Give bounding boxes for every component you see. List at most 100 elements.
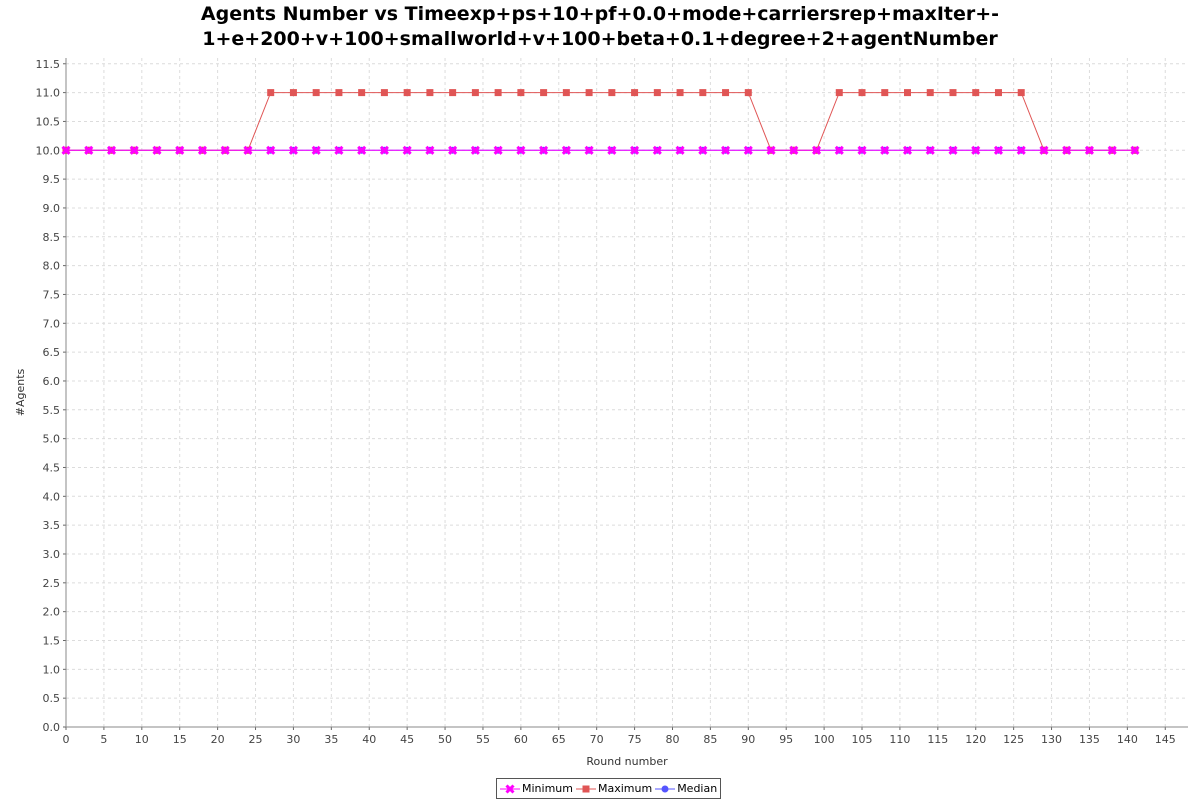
y-tick-label: 8.0 [43, 260, 61, 273]
x-tick-label: 20 [211, 733, 225, 746]
minimum-point [288, 145, 298, 155]
minimum-point [675, 145, 685, 155]
maximum-point [1017, 89, 1025, 97]
minimum-point [516, 145, 526, 155]
maximum-point [335, 89, 343, 97]
y-tick-label: 3.0 [43, 548, 61, 561]
maximum-point [562, 89, 570, 97]
maximum-point [312, 89, 320, 97]
minimum-point [311, 145, 321, 155]
maximum-point [699, 89, 707, 97]
minimum-point [470, 145, 480, 155]
axes: 0.0 0.5 1.0 1.5 2.0 2.5 3.0 3.5 4.0 4.5 5.0 5.5 6.0 6… [36, 58, 1188, 746]
minimum-point [493, 145, 503, 155]
minimum-point [811, 145, 822, 155]
plot-area [66, 58, 1188, 727]
y-tick-label: 6.5 [43, 346, 61, 359]
maximum-point [835, 89, 843, 97]
x-tick-label: 45 [400, 733, 414, 746]
y-tick-label: 8.5 [43, 231, 61, 244]
maximum-point [585, 89, 593, 97]
x-tick-label: 50 [438, 733, 452, 746]
minimum-point [834, 145, 844, 155]
x-tick-label: 25 [249, 733, 263, 746]
y-tick-label: 6.0 [43, 375, 61, 388]
x-tick-label: 125 [1003, 733, 1024, 746]
x-tick-label: 55 [476, 733, 490, 746]
y-tick-label: 3.5 [43, 519, 61, 532]
minimum-point [448, 145, 458, 155]
x-tick-label: 30 [286, 733, 300, 746]
minimum-point [1039, 145, 1049, 155]
maximum-point [972, 89, 980, 97]
minimum-point [402, 145, 412, 155]
x-tick-label: 130 [1041, 733, 1062, 746]
x-tick-label: 100 [814, 733, 835, 746]
y-tick-label: 1.5 [43, 634, 61, 647]
minimum-point [1062, 145, 1072, 155]
maximum-point [494, 89, 502, 97]
minimum-point [152, 145, 162, 155]
minimum-point [630, 145, 640, 155]
legend-label-maximum: Maximum [597, 782, 653, 795]
maximum-marker-icon [575, 785, 596, 792]
x-tick-label: 90 [741, 733, 755, 746]
series-layer [61, 89, 1140, 155]
maximum-point [608, 89, 616, 97]
y-tick-label: 4.5 [43, 461, 61, 474]
maximum-point [744, 89, 752, 97]
x-tick-label: 95 [779, 733, 793, 746]
median-marker-icon [655, 785, 676, 792]
x-tick-label: 80 [665, 733, 679, 746]
x-tick-label: 115 [927, 733, 948, 746]
minimum-point [1016, 145, 1026, 155]
minimum-point [84, 145, 94, 155]
x-tick-label: 110 [889, 733, 910, 746]
series-minimum [61, 145, 1140, 155]
minimum-point [357, 145, 367, 155]
y-tick-label: 9.5 [43, 173, 61, 186]
y-tick-label: 11.0 [36, 87, 61, 100]
maximum-point [403, 89, 411, 97]
chart-title: Agents Number vs Timeexp+ps+10+pf+0.0+mo… [0, 2, 1200, 52]
x-tick-label: 65 [552, 733, 566, 746]
chart-title-line-2: 1+e+200+v+100+smallworld+v+100+beta+0.1+… [202, 28, 998, 50]
y-tick-label: 2.5 [43, 577, 61, 590]
minimum-point [129, 145, 139, 155]
x-tick-label: 70 [590, 733, 604, 746]
minimum-point [561, 145, 571, 155]
maximum-point [289, 89, 297, 97]
legend-label-minimum: Minimum [522, 782, 573, 795]
y-tick-label: 10.0 [36, 144, 61, 157]
minimum-point [902, 145, 913, 155]
maximum-point [926, 89, 934, 97]
minimum-point [880, 145, 890, 155]
minimum-point [993, 145, 1004, 155]
minimum-point [425, 145, 435, 155]
legend-item-minimum: Minimum [500, 782, 573, 795]
minimum-point [743, 145, 753, 155]
y-tick-label: 0.5 [43, 692, 61, 705]
maximum-point [904, 89, 911, 97]
minimum-point [857, 145, 867, 155]
x-tick-label: 60 [514, 733, 528, 746]
minimum-point [539, 145, 549, 155]
minimum-point [652, 145, 662, 155]
maximum-point [653, 89, 661, 97]
legend: Minimum Maximum Median [496, 778, 722, 799]
y-tick-label: 1.0 [43, 663, 61, 676]
y-tick-label: 0.0 [43, 721, 61, 734]
y-tick-label: 7.5 [43, 288, 61, 301]
x-tick-label: 35 [324, 733, 338, 746]
minimum-point [789, 145, 799, 155]
y-tick-label: 10.5 [36, 115, 61, 128]
minimum-point [948, 145, 958, 155]
legend-item-maximum: Maximum [575, 782, 653, 795]
maximum-point [517, 89, 525, 97]
x-axis-label: Round number [586, 755, 668, 768]
minimum-point [971, 145, 981, 155]
y-tick-label: 5.0 [43, 433, 61, 446]
maximum-point [267, 89, 275, 97]
maximum-point [676, 89, 684, 97]
